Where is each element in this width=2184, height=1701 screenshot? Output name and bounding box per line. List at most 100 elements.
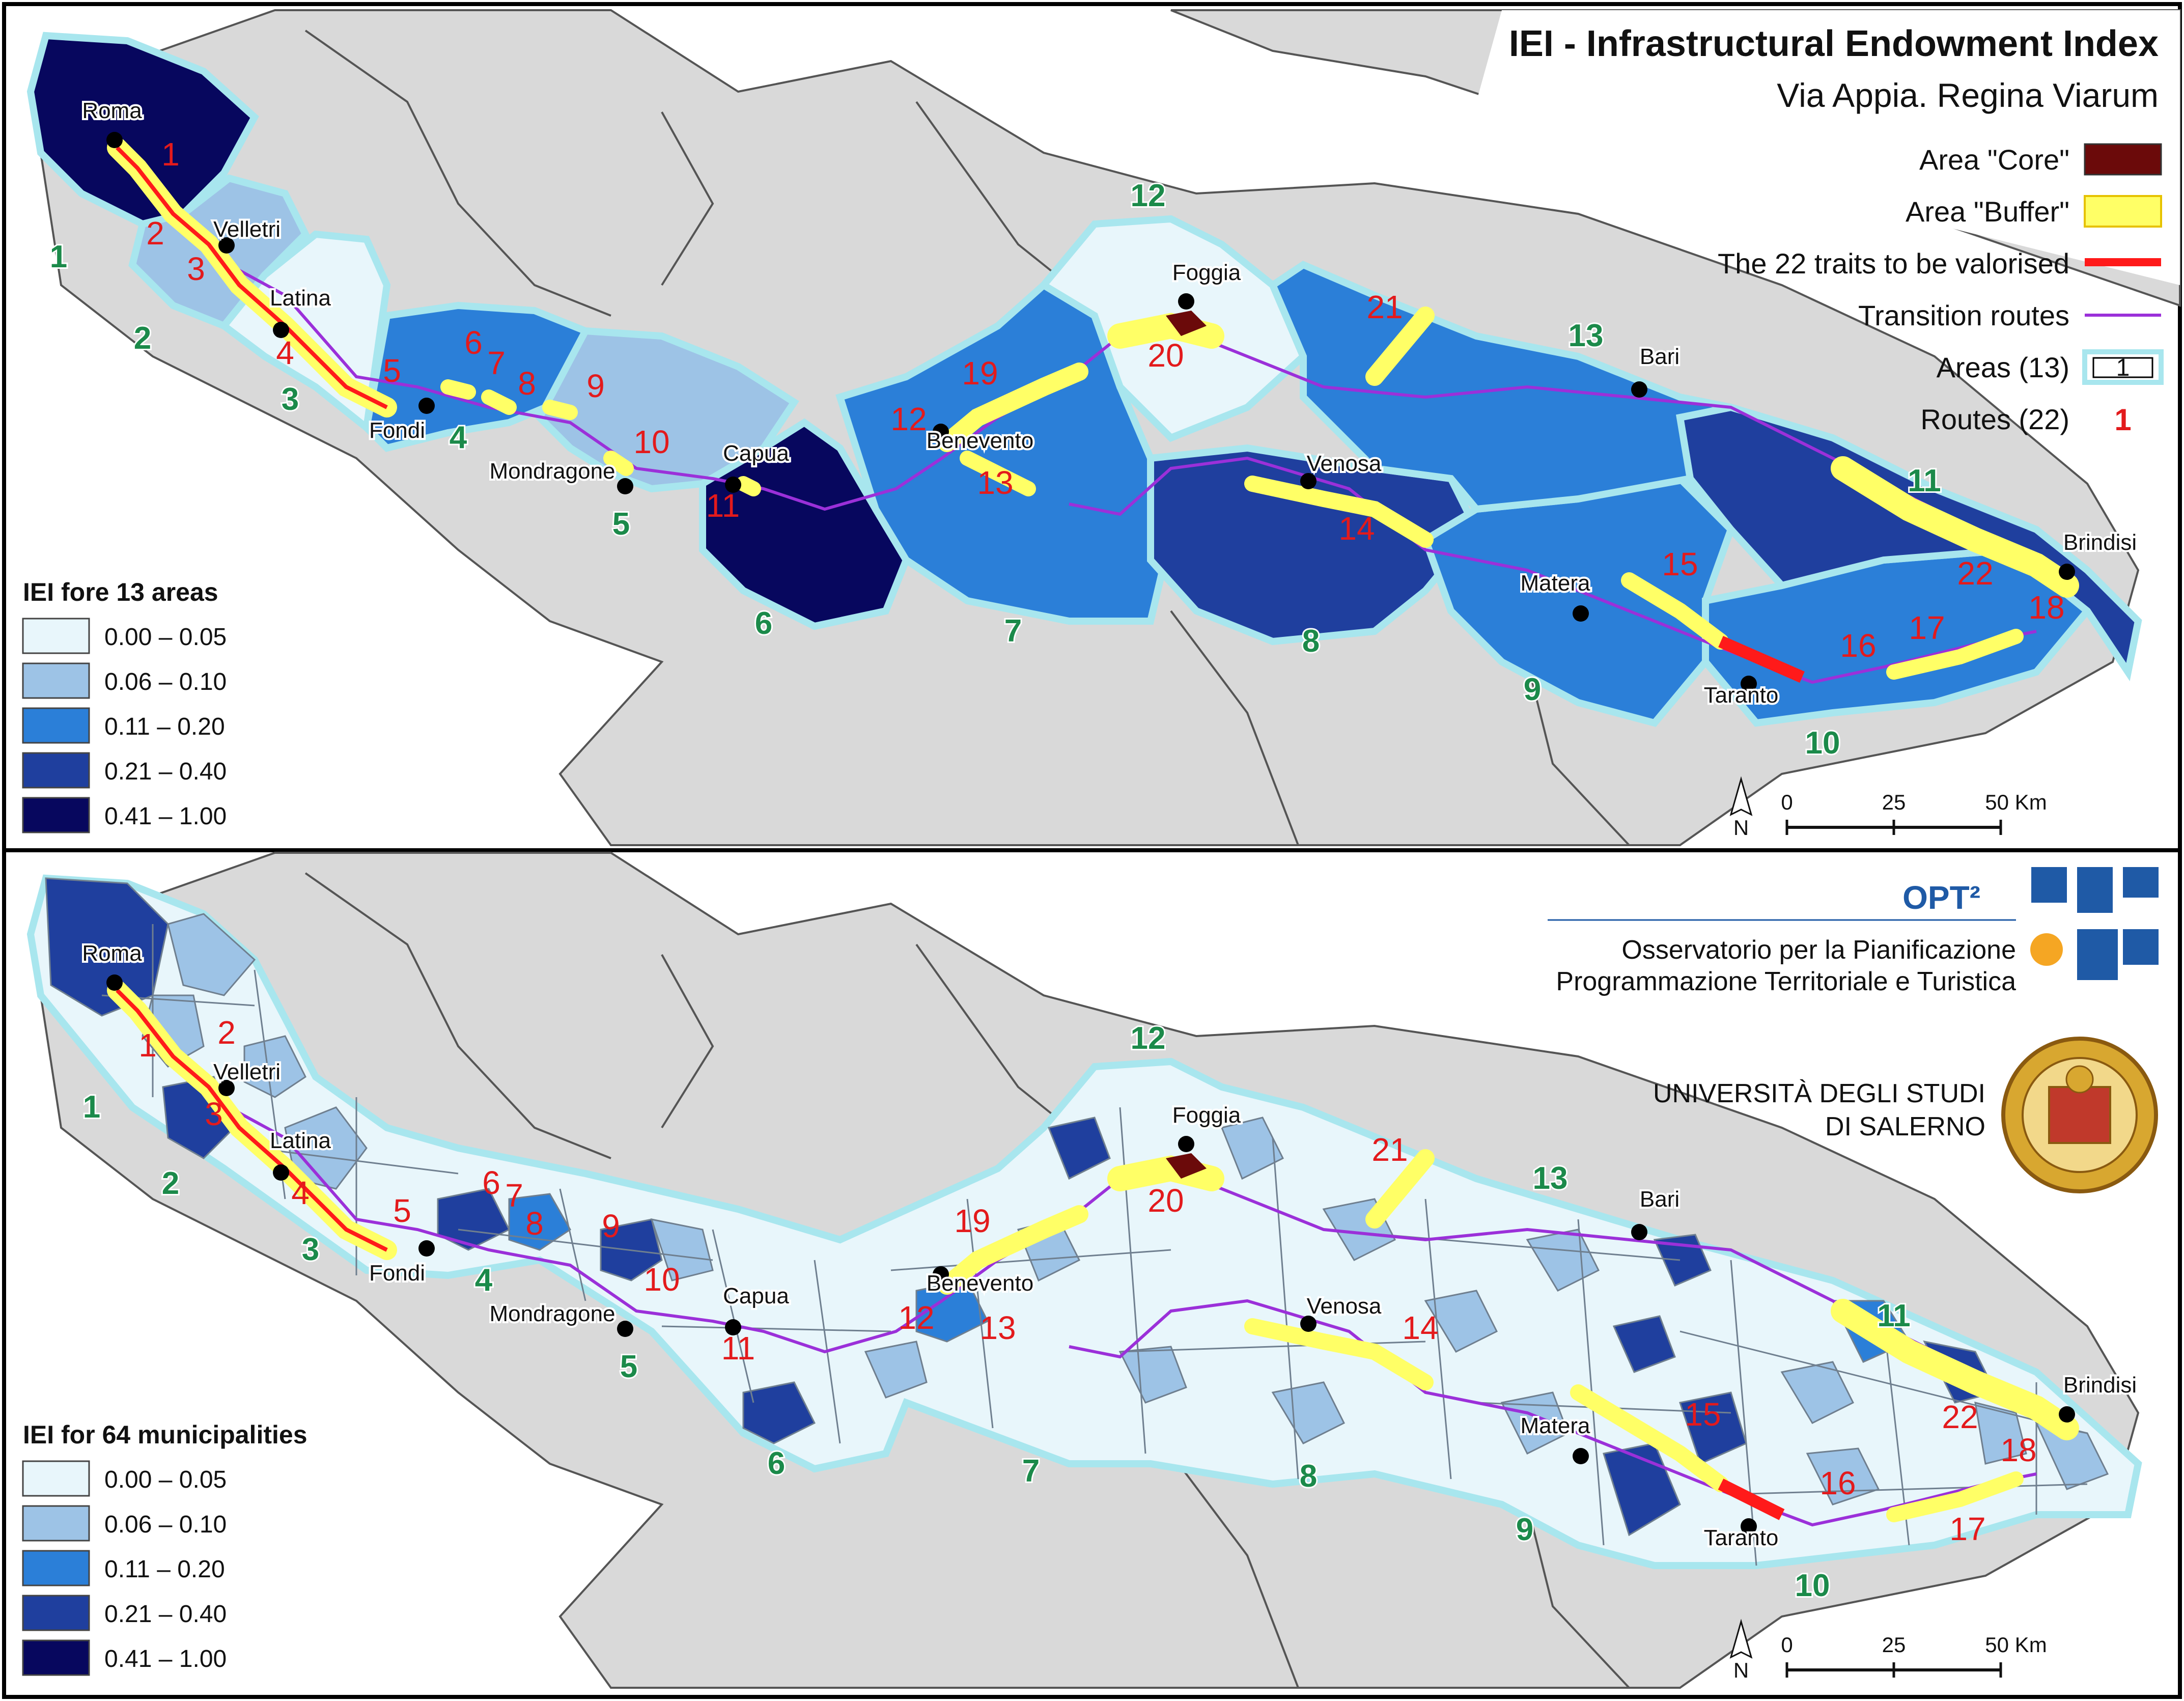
area-number-label: 9 xyxy=(1524,672,1541,707)
class-label: 0.06 – 0.10 xyxy=(104,1511,227,1538)
city-point xyxy=(933,1266,949,1282)
transition-route-south xyxy=(1069,1299,2037,1527)
city-label: Matera xyxy=(1521,571,1590,596)
class-swatch xyxy=(22,1460,90,1497)
municipality xyxy=(243,1035,306,1098)
city-point xyxy=(418,398,435,414)
area-number-label: 1 xyxy=(50,239,67,274)
city-point xyxy=(1178,293,1194,310)
municipality xyxy=(1271,1381,1346,1444)
area-11 xyxy=(1675,403,2142,681)
sea-area xyxy=(1476,10,2180,285)
city-label: Brindisi xyxy=(2063,1373,2137,1398)
route-number-label: 8 xyxy=(525,1205,544,1242)
area-number-label: 8 xyxy=(1302,624,1320,659)
municipality xyxy=(1424,1290,1498,1353)
class-label: 0.06 – 0.10 xyxy=(104,668,227,695)
area-number-label: 8 xyxy=(1300,1459,1317,1494)
city-point xyxy=(617,1321,633,1337)
city-label: Fondi xyxy=(369,1261,425,1286)
route-number-label: 11 xyxy=(721,1330,755,1367)
municipality xyxy=(864,1341,928,1399)
class-swatch xyxy=(22,707,90,744)
route-number-label: 13 xyxy=(979,1309,1016,1346)
city-label: Mondragone xyxy=(489,1301,615,1326)
city-point xyxy=(273,1164,289,1181)
route-buffer xyxy=(1107,313,1224,349)
core-area xyxy=(1166,311,1207,336)
route-number-label: 9 xyxy=(586,368,605,404)
north-arrow-icon xyxy=(1729,776,1753,816)
area-number-label: 13 xyxy=(1533,1161,1568,1196)
route-number-label: 1 xyxy=(161,136,180,173)
city-point xyxy=(725,1319,741,1335)
city-label: Foggia xyxy=(1172,1103,1241,1128)
route-number-label: 13 xyxy=(977,464,1013,501)
route-buffer xyxy=(1107,1155,1224,1191)
scale-bar-top: N 0 25 50 Km xyxy=(1729,776,2047,840)
route-number-label: 7 xyxy=(487,345,506,381)
map-subtitle: Via Appia. Regina Viarum xyxy=(1777,76,2159,114)
class-label: 0.21 – 0.40 xyxy=(104,1601,227,1628)
route-number-label: 19 xyxy=(962,355,998,392)
city-point xyxy=(1300,1316,1317,1332)
city-layer: Roma Velletri Latina Fondi Mondragone Capua Be… xyxy=(80,96,2139,710)
north-arrow-icon xyxy=(1729,1619,1753,1659)
scale-label-50: 50 Km xyxy=(1985,790,2047,814)
university-line-2: DI SALERNO xyxy=(1825,1112,1985,1141)
city-point xyxy=(725,477,741,493)
city-point xyxy=(1573,605,1589,622)
route-trait xyxy=(116,146,388,409)
route-number-label: 21 xyxy=(1371,1131,1408,1168)
class-swatch xyxy=(22,1505,90,1542)
municipality xyxy=(650,1218,714,1281)
class-swatch xyxy=(22,662,90,699)
city-label: Venosa xyxy=(1307,451,1382,476)
area-number-label: 13 xyxy=(1569,318,1604,353)
city-point xyxy=(1631,381,1647,398)
route-number-label: 5 xyxy=(383,352,401,389)
city-point xyxy=(1631,1224,1647,1240)
city-label: Bari xyxy=(1640,1187,1679,1212)
opt-logo-icon xyxy=(2030,867,2159,980)
panel-bottom-map: Roma Velletri Latina Fondi Mondragone Capua Be… xyxy=(22,852,2159,1689)
city-point xyxy=(1741,676,1757,692)
transition-route xyxy=(116,984,2078,1435)
route-number-label: 14 xyxy=(1402,1309,1438,1346)
university-seal-icon xyxy=(2001,1037,2158,1193)
route-number-label: 18 xyxy=(2000,1432,2036,1468)
class-swatch xyxy=(22,1550,90,1586)
route-number-label: 18 xyxy=(2028,589,2064,626)
class-label: 0.00 – 0.05 xyxy=(104,624,227,651)
org-line-1: Osservatorio per la Pianificazione xyxy=(1621,935,2016,965)
legend-core-label: Area "Core" xyxy=(1919,144,2069,176)
city-point xyxy=(617,478,633,494)
city-point xyxy=(273,322,289,338)
class-label: 0.41 – 1.00 xyxy=(104,803,227,830)
route-number-label: 16 xyxy=(1819,1465,1856,1501)
region-boundary xyxy=(304,30,1630,846)
municipality xyxy=(1974,1401,2027,1465)
municipality xyxy=(742,1381,816,1444)
area-number-label: 7 xyxy=(1022,1454,1040,1489)
route-number-label: 4 xyxy=(276,334,294,371)
municipality xyxy=(437,1188,511,1251)
route-number-label: 21 xyxy=(1366,289,1403,325)
area-number-label: 5 xyxy=(620,1349,637,1384)
scale-label-0: 0 xyxy=(1781,1633,1793,1657)
route-number-label: 15 xyxy=(1662,546,1698,582)
route-buffer xyxy=(1365,306,1435,386)
city-label: Taranto xyxy=(1704,1525,1779,1550)
city-label: Mondragone xyxy=(489,459,615,484)
route-buffer xyxy=(1886,629,2024,680)
scale-label-25: 25 xyxy=(1882,790,1906,814)
route-number-label: 3 xyxy=(187,250,205,287)
municipality xyxy=(1118,1346,1187,1404)
route-trait xyxy=(1718,1479,1785,1520)
city-label: Bari xyxy=(1640,344,1679,369)
city-point xyxy=(218,1080,235,1096)
route-number-label: 2 xyxy=(217,1014,236,1051)
route-buffer xyxy=(1244,1318,1434,1390)
area-number-label: 12 xyxy=(1131,178,1166,213)
